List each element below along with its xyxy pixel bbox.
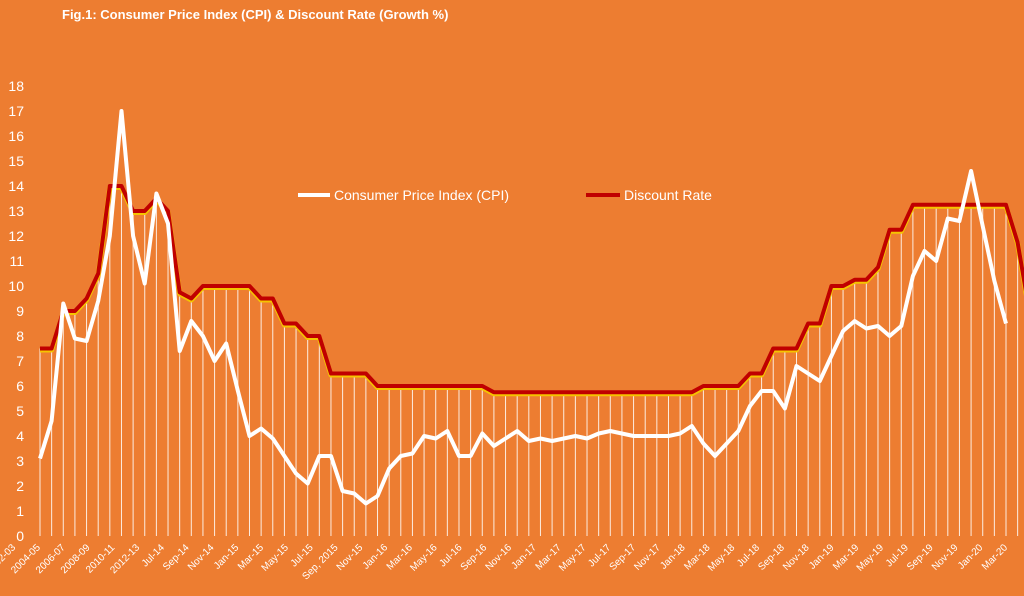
y-tick-label: 5: [16, 403, 24, 419]
chart-title: Fig.1: Consumer Price Index (CPI) & Disc…: [62, 7, 449, 22]
y-tick-label: 2: [16, 478, 24, 494]
y-tick-label: 12: [8, 228, 24, 244]
y-tick-label: 11: [9, 253, 24, 269]
y-tick-label: 10: [8, 278, 24, 294]
x-tick-label: Sep-18: [756, 542, 787, 573]
discount-rate-line-shadow: [40, 185, 1024, 397]
y-tick-label: 7: [16, 353, 24, 369]
x-tick-label: Mar-20: [980, 542, 1010, 572]
x-tick-label: May-18: [706, 542, 738, 574]
x-tick-label: Nov-15: [335, 542, 366, 573]
y-tick-label: 18: [8, 78, 24, 94]
x-tick-label: May-15: [260, 542, 292, 574]
y-tick-label: 16: [8, 128, 24, 144]
y-tick-label: 14: [8, 178, 24, 194]
lines-layer: [38, 109, 1024, 506]
x-tick-label: Sep-16: [459, 542, 490, 573]
y-tick-label: 15: [8, 153, 24, 169]
x-tick-label: May-16: [408, 542, 440, 574]
cpi-line: [38, 109, 1008, 506]
x-tick-label: Nov-16: [484, 542, 515, 573]
y-tick-label: 13: [8, 203, 24, 219]
x-tick-label: Sep-14: [161, 542, 192, 573]
x-tick-label: May-17: [557, 542, 589, 574]
x-tick-label: Sep-17: [608, 542, 639, 573]
y-tick-label: 3: [16, 453, 24, 469]
legend-cpi-label: Consumer Price Index (CPI): [334, 187, 509, 203]
x-tick-label: Nov-14: [186, 542, 217, 573]
bars-layer: [39, 186, 1019, 536]
y-tick-label: 17: [8, 103, 24, 119]
legend-discount-rate-label: Discount Rate: [624, 187, 712, 203]
legend: Consumer Price Index (CPI) Discount Rate: [298, 187, 712, 203]
x-tick-label: Nov-19: [930, 542, 961, 573]
y-tick-label: 4: [16, 428, 24, 444]
y-tick-label: 6: [16, 378, 24, 394]
y-tick-label: 1: [16, 503, 24, 519]
y-tick-label: 9: [16, 303, 24, 319]
discount-rate-line: [40, 184, 1024, 395]
x-tick-label: Sep-19: [905, 542, 936, 573]
x-tick-label: Nov-17: [632, 542, 663, 573]
x-tick-label: Nov-18: [781, 542, 812, 573]
x-tick-label: May-19: [855, 542, 887, 574]
y-tick-label: 8: [16, 328, 24, 344]
x-axis: 2002-032004-052006-072008-092010-112012-…: [0, 542, 1010, 582]
y-tick-label: 0: [16, 528, 24, 544]
